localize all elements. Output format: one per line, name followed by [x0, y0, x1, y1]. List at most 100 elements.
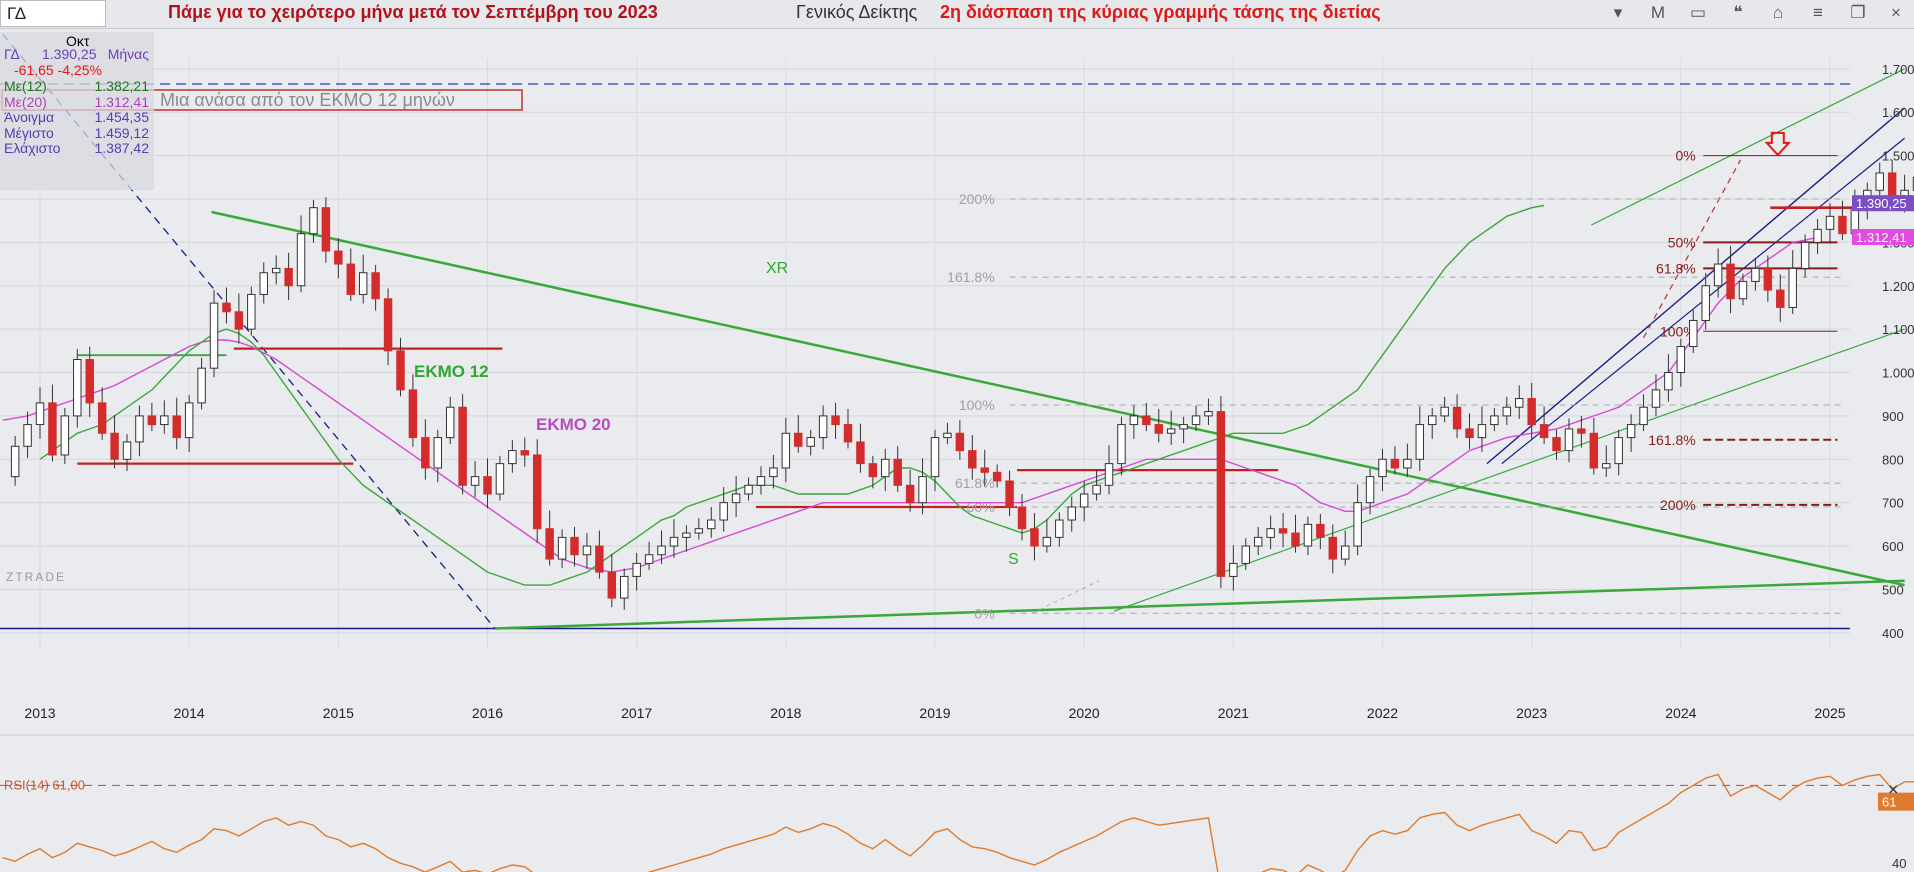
candle-body [1713, 263, 1723, 287]
ema20-line [2, 236, 1818, 573]
candle-body [1800, 241, 1810, 269]
candle-body [707, 519, 716, 530]
candle-body [10, 445, 20, 478]
rsi-badge [1878, 792, 1914, 811]
candle-body [943, 432, 952, 439]
candle-body [1490, 415, 1499, 426]
candle-body [1278, 528, 1288, 534]
candle-body [1577, 428, 1586, 434]
candle-body [1303, 523, 1313, 547]
candle-body [1825, 215, 1835, 230]
candle-body [1179, 424, 1188, 430]
restore-icon[interactable]: ❐ [1850, 3, 1866, 22]
y-tick-label: 1.500 [1882, 149, 1914, 164]
candle-body [60, 415, 70, 456]
rsi-label: RSI(14) 61,00 [4, 777, 85, 792]
menu-icon[interactable]: ≡ [1813, 3, 1823, 22]
fib-left-label: 50% [967, 499, 995, 515]
candle-body [1689, 319, 1698, 347]
candle-body [284, 267, 293, 287]
annotations: Μια ανάσα από τον ΕΚΜΟ 12 μηνών ΕΚΜΟ 12 … [1, 89, 1792, 584]
symbol-input[interactable]: ΓΔ [0, 0, 106, 27]
dropdown-chevron-icon[interactable]: ▾ [1613, 3, 1623, 22]
x-tick-label: 2020 [1069, 705, 1100, 721]
candle-body [259, 272, 268, 295]
info-last: ΓΔ 1.390,25 Μήνας [4, 46, 149, 62]
candle-body [209, 302, 219, 369]
candle-body [1589, 432, 1599, 469]
candle-body [122, 441, 132, 460]
candle-body [818, 415, 828, 439]
candle-body [1502, 406, 1512, 417]
candle-body [1676, 345, 1686, 374]
comment-icon[interactable]: ❝ [1733, 3, 1743, 22]
fib-left-label: 0% [974, 605, 994, 621]
lock-icon[interactable]: ⌂ [1772, 3, 1784, 22]
candle-body [1552, 437, 1561, 452]
candle-body [296, 233, 306, 287]
info-panel: Οκτ ΓΔ 1.390,25 Μήνας -61,65 -4,25% Με(1… [0, 32, 154, 190]
fib-left-label: 100% [959, 397, 995, 413]
y-tick-label: 1.600 [1882, 105, 1914, 120]
y-tick-label: 900 [1882, 409, 1904, 424]
s-support-line [494, 579, 1905, 630]
x-tick-label: 2021 [1218, 705, 1249, 721]
price-chart[interactable]: 200% 161.8% 100% 61.8% 50% 0% 0% 50% 61.8% 100% 16… [0, 28, 1914, 872]
candle-body [383, 298, 393, 352]
window-icon[interactable]: ▭ [1689, 3, 1707, 22]
candle-body [271, 267, 281, 274]
ema12-line [39, 204, 1545, 586]
candle-body [719, 502, 728, 521]
fib-right-label: 0% [1676, 148, 1696, 164]
candle-body [781, 432, 791, 469]
candle-body [794, 432, 803, 447]
x-tick-label: 2018 [770, 705, 801, 721]
candle-body [458, 406, 467, 486]
candle-body [682, 532, 691, 538]
x-tick-label: 2014 [174, 705, 205, 721]
candle-body [918, 476, 927, 504]
candle-body [1191, 415, 1201, 426]
candle-body [1291, 532, 1300, 547]
candle-body [620, 575, 629, 599]
x-tick-label: 2023 [1516, 705, 1547, 721]
boxed-note-text: Μια ανάσα από τον ΕΚΜΟ 12 μηνών [160, 90, 455, 110]
candle-body [1602, 463, 1611, 469]
fib-left-label: 161.8% [947, 269, 994, 285]
candle-body [657, 545, 666, 556]
candle-body [1241, 545, 1250, 564]
candle-body [595, 545, 604, 573]
chart-title-right: 2η διάσπαση της κύριας γραμμής τάσης της… [940, 2, 1381, 22]
down-arrow-icon [1764, 131, 1792, 157]
candle-body [197, 367, 206, 404]
candle-body [1738, 280, 1748, 300]
candle-body [1005, 480, 1014, 508]
close-icon[interactable]: × [1891, 3, 1901, 22]
fib-right-label: 200% [1660, 497, 1696, 513]
candle-body [445, 406, 455, 439]
rsi-close-icon[interactable]: × [1888, 779, 1899, 799]
y-axis: 4005006007008009001.0001.1001.2001.3001.… [1852, 62, 1914, 641]
candle-body [85, 359, 94, 404]
candle-body [769, 467, 778, 478]
candle-body [1204, 411, 1213, 417]
candle-body [35, 402, 45, 426]
candle-body [1763, 267, 1773, 291]
fib-leg-right [1643, 159, 1742, 339]
candle-body [1316, 523, 1325, 538]
candle-body [1340, 545, 1350, 560]
candle-body [1415, 424, 1425, 460]
candle-body [1452, 406, 1462, 430]
candle-body [1403, 458, 1412, 469]
grid [0, 58, 1850, 648]
x-tick-label: 2025 [1814, 705, 1845, 721]
timeframe-button[interactable]: M [1650, 3, 1666, 22]
candle-body [495, 463, 505, 495]
info-high: Μέγιστο 1.459,12 [4, 125, 149, 141]
candle-body [1651, 389, 1661, 408]
info-low: Ελάχιστο 1.387,42 [4, 140, 149, 156]
price-badge-text: 1.390,25 [1856, 196, 1907, 211]
candle-body [334, 250, 343, 265]
candle-body [1142, 415, 1151, 426]
candle-body [1017, 506, 1027, 530]
